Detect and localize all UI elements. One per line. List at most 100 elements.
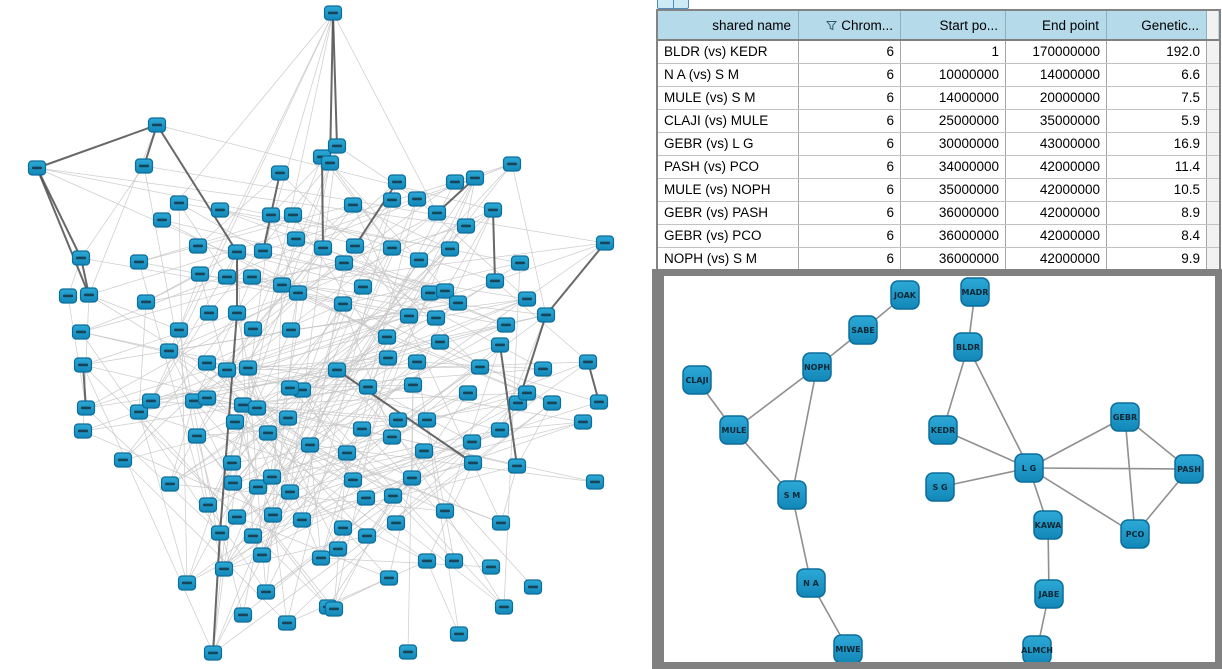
table-cell[interactable]: 192.0 xyxy=(1107,41,1207,63)
table-cell[interactable]: MULE (vs) S M xyxy=(658,87,799,109)
node-shape[interactable] xyxy=(960,277,990,307)
network-node[interactable] xyxy=(485,273,505,289)
table-cell[interactable]: 11.4 xyxy=(1107,156,1207,178)
network-node[interactable] xyxy=(343,197,363,213)
network-node[interactable] xyxy=(585,474,605,490)
network-node[interactable] xyxy=(502,156,522,172)
node-shape[interactable] xyxy=(802,352,832,382)
table-cell[interactable]: CLAJI (vs) MULE xyxy=(658,110,799,132)
table-cell[interactable]: 5.9 xyxy=(1107,110,1207,132)
network-node[interactable] xyxy=(253,243,273,259)
network-node[interactable] xyxy=(263,507,283,523)
network-node[interactable] xyxy=(203,645,223,661)
network-node[interactable] xyxy=(288,285,308,301)
network-node[interactable] xyxy=(222,455,242,471)
table-cell[interactable]: 6 xyxy=(799,133,901,155)
network-node[interactable] xyxy=(449,626,469,642)
node-CLAJI[interactable]: CLAJI xyxy=(682,365,712,395)
network-node[interactable] xyxy=(242,269,262,285)
network-node[interactable] xyxy=(214,561,234,577)
table-row[interactable]: PASH (vs) PCO 6 34000000 42000000 11.4 xyxy=(658,156,1219,179)
network-edge-LG-PCO[interactable] xyxy=(1028,467,1136,535)
column-header-end-point[interactable]: End point xyxy=(1006,11,1107,39)
network-node[interactable] xyxy=(199,305,219,321)
table-cell[interactable]: 16.9 xyxy=(1107,133,1207,155)
network-node[interactable] xyxy=(243,321,263,337)
network-node[interactable] xyxy=(382,429,402,445)
network-node[interactable] xyxy=(353,279,373,295)
sub-network-canvas-area[interactable]: JOAK MADR SABE BLDR NOPH CLAJI KEDR MULE GEBR L G… xyxy=(664,276,1215,662)
network-edge-NOPH-SM[interactable] xyxy=(791,366,818,496)
network-node[interactable] xyxy=(398,644,418,660)
network-node[interactable] xyxy=(313,240,333,256)
network-node[interactable] xyxy=(129,254,149,270)
network-node[interactable] xyxy=(152,212,172,228)
network-node[interactable] xyxy=(517,291,537,307)
network-node[interactable] xyxy=(427,205,447,221)
table-cell[interactable]: PASH (vs) PCO xyxy=(658,156,799,178)
column-header-genetic[interactable]: Genetic... xyxy=(1107,11,1207,39)
table-row[interactable]: GEBR (vs) L G 6 30000000 43000000 16.9 xyxy=(658,133,1219,156)
network-node[interactable] xyxy=(440,241,460,257)
table-row[interactable]: CLAJI (vs) MULE 6 25000000 35000000 5.9 xyxy=(658,110,1219,133)
table-cell[interactable]: BLDR (vs) KEDR xyxy=(658,41,799,63)
network-node[interactable] xyxy=(417,553,437,569)
network-node[interactable] xyxy=(277,615,297,631)
network-node[interactable] xyxy=(79,287,99,303)
network-node[interactable] xyxy=(456,218,476,234)
node-KEDR[interactable]: KEDR xyxy=(928,415,958,445)
table-cell[interactable]: 36000000 xyxy=(901,225,1006,247)
node-shape[interactable] xyxy=(1022,635,1052,662)
table-row[interactable]: GEBR (vs) PASH 6 36000000 42000000 8.9 xyxy=(658,202,1219,225)
table-row[interactable]: MULE (vs) S M 6 14000000 20000000 7.5 xyxy=(658,87,1219,110)
node-PASH[interactable]: PASH xyxy=(1174,454,1204,484)
network-node[interactable] xyxy=(324,601,344,617)
network-node[interactable] xyxy=(379,570,399,586)
table-cell[interactable]: 35000000 xyxy=(901,179,1006,201)
network-edge-LG-PASH[interactable] xyxy=(1028,467,1190,470)
table-cell[interactable]: 36000000 xyxy=(901,248,1006,270)
network-node[interactable] xyxy=(300,437,320,453)
network-node[interactable] xyxy=(225,414,245,430)
table-cell[interactable]: 6 xyxy=(799,41,901,63)
network-node[interactable] xyxy=(283,207,303,223)
network-node[interactable] xyxy=(463,455,483,471)
network-node[interactable] xyxy=(73,423,93,439)
node-shape[interactable] xyxy=(796,568,826,598)
network-node[interactable] xyxy=(286,231,306,247)
node-shape[interactable] xyxy=(890,280,920,310)
table-cell[interactable]: 170000000 xyxy=(1006,41,1107,63)
table-cell[interactable]: 34000000 xyxy=(901,156,1006,178)
table-cell[interactable]: 1 xyxy=(901,41,1006,63)
network-node[interactable] xyxy=(272,277,292,293)
network-node[interactable] xyxy=(197,355,217,371)
network-node[interactable] xyxy=(448,295,468,311)
network-node[interactable] xyxy=(403,377,423,393)
node-shape[interactable] xyxy=(928,415,958,445)
network-node[interactable] xyxy=(223,475,243,491)
network-node[interactable] xyxy=(426,310,446,326)
table-cell[interactable]: 25000000 xyxy=(901,110,1006,132)
network-node[interactable] xyxy=(483,202,503,218)
table-cell[interactable]: 6.6 xyxy=(1107,64,1207,86)
network-node[interactable] xyxy=(399,308,419,324)
network-node[interactable] xyxy=(58,288,78,304)
network-node[interactable] xyxy=(190,266,210,282)
node-shape[interactable] xyxy=(682,365,712,395)
main-network-canvas[interactable] xyxy=(0,0,652,669)
network-node[interactable] xyxy=(258,425,278,441)
network-node[interactable] xyxy=(323,5,343,21)
network-node[interactable] xyxy=(73,357,93,373)
network-node[interactable] xyxy=(402,470,422,486)
network-node[interactable] xyxy=(252,547,272,563)
table-cell[interactable]: 36000000 xyxy=(901,202,1006,224)
network-node[interactable] xyxy=(160,476,180,492)
network-node[interactable] xyxy=(382,192,402,208)
table-cell[interactable]: 6 xyxy=(799,179,901,201)
table-cell[interactable]: 42000000 xyxy=(1006,156,1107,178)
table-cell[interactable]: GEBR (vs) L G xyxy=(658,133,799,155)
network-node[interactable] xyxy=(383,488,403,504)
table-row[interactable]: MULE (vs) NOPH 6 35000000 42000000 10.5 xyxy=(658,179,1219,202)
network-node[interactable] xyxy=(134,158,154,174)
panel-tab-stub[interactable] xyxy=(657,0,689,9)
